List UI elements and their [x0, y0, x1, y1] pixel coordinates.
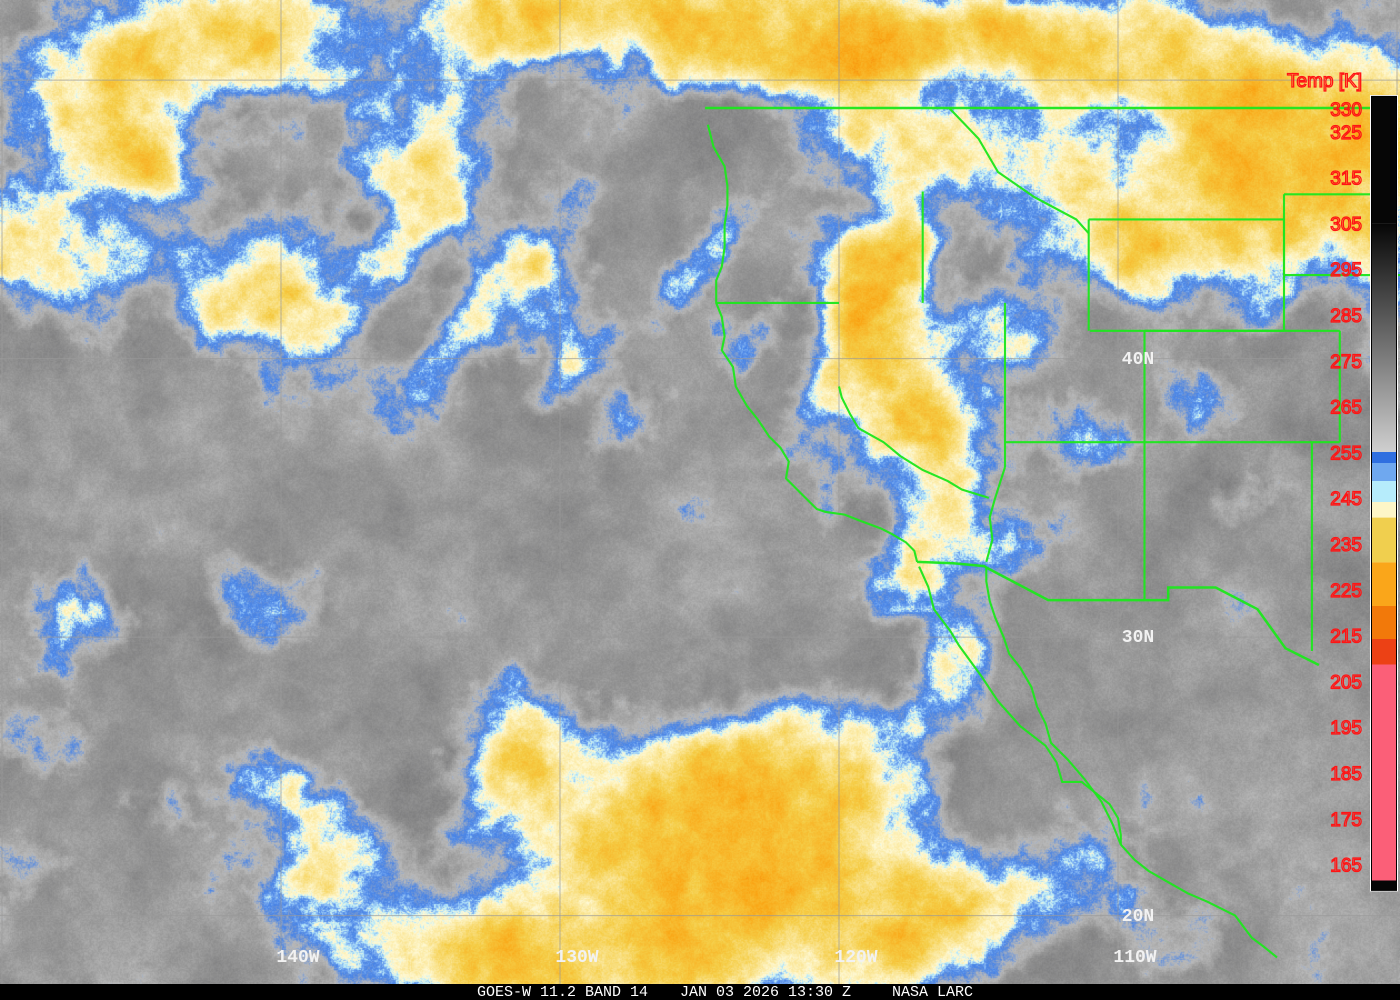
svg-text:325: 325	[1330, 123, 1362, 144]
svg-text:225: 225	[1330, 581, 1362, 602]
svg-text:120W: 120W	[834, 948, 877, 968]
svg-text:235: 235	[1330, 535, 1362, 556]
svg-text:110W: 110W	[1113, 948, 1156, 968]
svg-text:315: 315	[1330, 169, 1362, 190]
svg-text:265: 265	[1330, 398, 1362, 419]
svg-text:255: 255	[1330, 443, 1362, 464]
svg-text:GOES-W 11.2 BAND 14: GOES-W 11.2 BAND 14	[477, 984, 648, 1000]
svg-text:295: 295	[1330, 260, 1362, 281]
svg-text:175: 175	[1330, 810, 1362, 831]
svg-text:Temp [K]: Temp [K]	[1287, 71, 1362, 92]
svg-text:330: 330	[1330, 100, 1362, 121]
svg-text:245: 245	[1330, 489, 1362, 510]
svg-text:NASA LARC: NASA LARC	[892, 984, 973, 1000]
svg-text:JAN 03 2026 13:30 Z: JAN 03 2026 13:30 Z	[680, 984, 851, 1000]
svg-text:305: 305	[1330, 214, 1362, 235]
svg-text:185: 185	[1330, 764, 1362, 785]
svg-text:165: 165	[1330, 856, 1362, 877]
svg-text:285: 285	[1330, 306, 1362, 327]
svg-text:275: 275	[1330, 352, 1362, 373]
svg-text:205: 205	[1330, 672, 1362, 693]
svg-text:40N: 40N	[1122, 350, 1154, 370]
svg-text:215: 215	[1330, 627, 1362, 648]
svg-text:130W: 130W	[555, 948, 598, 968]
svg-text:195: 195	[1330, 718, 1362, 739]
svg-text:30N: 30N	[1122, 628, 1154, 648]
svg-text:20N: 20N	[1122, 907, 1154, 927]
svg-text:140W: 140W	[276, 948, 319, 968]
